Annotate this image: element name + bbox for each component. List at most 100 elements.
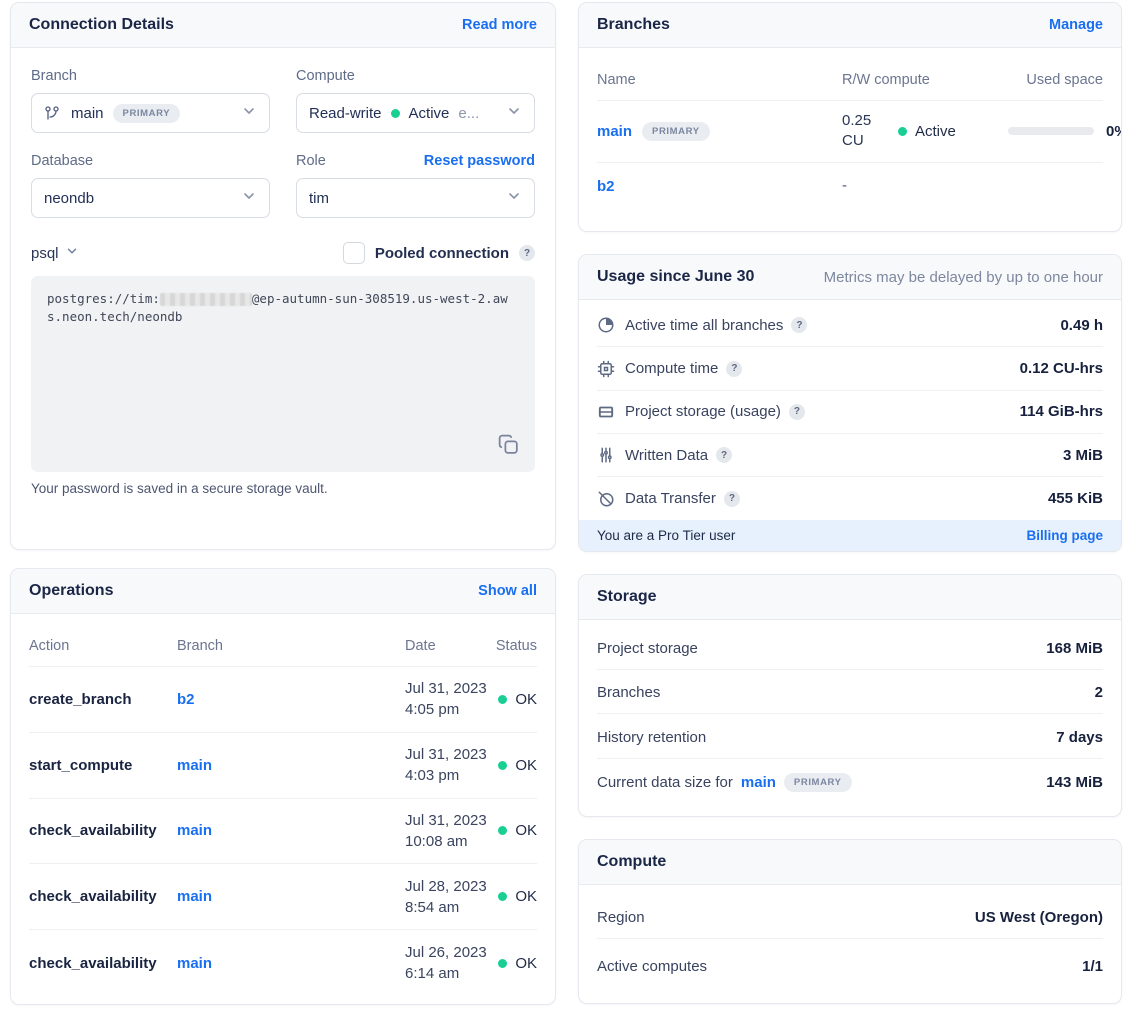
chevron-down-icon: [241, 103, 257, 123]
database-field: Database neondb: [31, 153, 270, 218]
status-dot-icon: [898, 126, 907, 136]
operations-table: Action Branch Date Status create_branch …: [11, 614, 555, 1004]
data-transfer-icon: [597, 490, 615, 508]
pooled-connection-label: Pooled connection: [374, 244, 509, 262]
table-row: main PRIMARY 0.25 CU Active 0%: [597, 101, 1121, 163]
branch-link[interactable]: main: [597, 122, 633, 140]
help-icon[interactable]: ?: [791, 317, 808, 334]
status-dot-icon: [498, 760, 508, 770]
role-label: Role: [296, 153, 326, 169]
compute-card: Compute Region US West (Oregon) Active c…: [578, 839, 1122, 1004]
list-item: Project storage (usage) ? 114 GiB-hrs: [597, 391, 1103, 434]
compute-select-value: Read-write: [309, 104, 382, 122]
connection-string-box[interactable]: postgres://tim: @ep-autumn-sun-308519.us-…: [31, 276, 535, 472]
usage-metric-label: Active time all branches: [625, 316, 784, 334]
usage-title: Usage since June 30: [597, 268, 755, 285]
branch-select[interactable]: main PRIMARY: [31, 93, 270, 133]
compute-metric-value: 1/1: [1082, 957, 1103, 975]
operations-card: Operations Show all Action Branch Date S…: [10, 568, 556, 1005]
read-more-link[interactable]: Read more: [462, 17, 537, 33]
chevron-down-icon: [241, 188, 257, 208]
operation-date: Jul 31, 2023 10:08 am: [405, 811, 487, 850]
connector-select-value: psql: [31, 244, 59, 262]
tier-footer: You are a Pro Tier user Billing page: [579, 520, 1121, 551]
primary-badge: PRIMARY: [642, 121, 710, 141]
compute-list: Region US West (Oregon) Active computes …: [579, 885, 1121, 1003]
branch-link[interactable]: main: [740, 773, 776, 791]
column-used-space: Used space: [1026, 72, 1103, 88]
reset-password-link[interactable]: Reset password: [423, 153, 535, 169]
git-branch-icon: [44, 105, 60, 121]
status-dot-icon: [498, 826, 508, 836]
operation-date: Jul 31, 2023 4:05 pm: [405, 680, 487, 719]
operation-date: Jul 31, 2023 4:03 pm: [405, 746, 487, 785]
operation-action: check_availability: [29, 888, 157, 906]
list-item: Project storage 168 MiB: [597, 628, 1103, 671]
database-label: Database: [31, 153, 94, 169]
used-space-bar: [1008, 127, 1094, 136]
table-row: start_compute main Jul 31, 2023 4:03 pm O…: [29, 733, 537, 799]
branch-link[interactable]: main: [177, 756, 213, 774]
usage-metric-value: 3 MiB: [1062, 446, 1103, 464]
project-storage-icon: [597, 403, 615, 421]
compute-endpoint-truncated: e...: [458, 104, 480, 122]
operations-title: Operations: [29, 582, 114, 599]
database-select[interactable]: neondb: [31, 178, 270, 218]
list-item: Current data size for main PRIMARY 143 M…: [597, 761, 1103, 804]
status-dot-icon: [498, 958, 508, 968]
help-icon[interactable]: ?: [716, 447, 733, 464]
compute-label: Compute: [296, 68, 355, 84]
usage-metric-label: Project storage (usage): [625, 403, 781, 421]
connector-select[interactable]: psql: [31, 244, 79, 262]
storage-list: Project storage 168 MiB Branches 2 Histo…: [579, 620, 1121, 816]
role-select[interactable]: tim: [296, 178, 535, 218]
help-icon[interactable]: ?: [519, 245, 535, 261]
branches-header: Branches Manage: [579, 3, 1121, 48]
column-status: Status: [495, 638, 537, 654]
compute-metric-label: Active computes: [597, 957, 708, 975]
storage-metric-value: 168 MiB: [1046, 640, 1103, 658]
list-item: Written Data ? 3 MiB: [597, 434, 1103, 478]
active-time-icon: [597, 316, 615, 334]
help-icon[interactable]: ?: [723, 490, 740, 507]
list-item: Region US West (Oregon): [597, 897, 1103, 940]
branch-link[interactable]: main: [177, 822, 213, 840]
list-item: Compute time ? 0.12 CU-hrs: [597, 348, 1103, 391]
pooled-connection-checkbox[interactable]: [342, 242, 365, 264]
usage-delay-note: Metrics may be delayed by up to one hour: [823, 268, 1103, 286]
help-icon[interactable]: ?: [788, 403, 805, 420]
operation-date: Jul 28, 2023 8:54 am: [405, 877, 487, 916]
column-branch: Branch: [177, 638, 223, 654]
list-item: Branches 2: [597, 672, 1103, 715]
copy-icon: [496, 434, 521, 460]
show-all-link[interactable]: Show all: [478, 583, 537, 599]
branch-used-space: 0%: [1008, 123, 1121, 140]
table-row: check_availability main Jul 26, 2023 6:14…: [29, 930, 537, 996]
right-column: Branches Manage Name R/W compute Used sp…: [578, 2, 1122, 1005]
compute-select[interactable]: Read-write Active e...: [296, 93, 535, 133]
compute-status-text: Active: [408, 104, 450, 122]
branch-link[interactable]: main: [177, 888, 213, 906]
operation-status: OK: [495, 822, 537, 839]
operation-status: OK: [495, 955, 537, 972]
storage-metric-label: Project storage: [597, 640, 698, 658]
role-select-value: tim: [309, 189, 329, 207]
usage-metric-value: 0.12 CU-hrs: [1019, 360, 1103, 378]
role-field: Role Reset password tim: [296, 153, 535, 218]
manage-link[interactable]: Manage: [1049, 17, 1103, 33]
billing-page-link[interactable]: Billing page: [1026, 528, 1103, 543]
help-icon[interactable]: ?: [726, 360, 743, 377]
storage-metric-label: Branches: [597, 684, 661, 702]
operation-status: OK: [495, 691, 537, 708]
branch-link[interactable]: b2: [597, 178, 615, 195]
copy-button[interactable]: [494, 430, 523, 462]
chevron-down-icon: [506, 103, 522, 123]
branch-cu: 0.25 CU: [842, 112, 872, 150]
branch-link[interactable]: b2: [177, 690, 195, 708]
connection-string-suffix: @ep-autumn-sun-308519.us-west-2.aws.neon…: [47, 291, 508, 325]
list-item: Active computes 1/1: [597, 946, 1103, 987]
list-item: Data Transfer ? 455 KiB: [597, 478, 1103, 520]
column-date: Date: [405, 638, 436, 654]
branch-link[interactable]: main: [177, 954, 213, 972]
